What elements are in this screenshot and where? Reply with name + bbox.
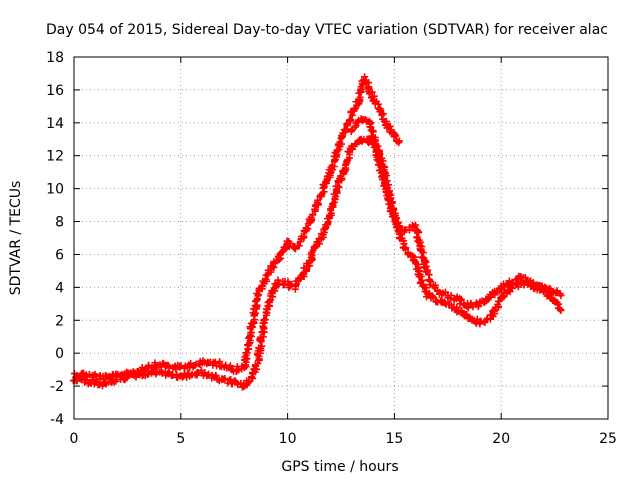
y-tick-label: -4: [50, 412, 64, 428]
data-point: [183, 373, 191, 381]
data-points: [69, 73, 565, 391]
series-track-lower: [69, 135, 565, 391]
data-point: [429, 293, 437, 301]
data-point: [169, 371, 177, 379]
x-axis-label: GPS time / hours: [281, 459, 398, 475]
y-axis-label: SDTVAR / TECUs: [8, 181, 24, 296]
y-tick-label: -2: [50, 379, 64, 395]
data-point: [463, 302, 471, 310]
data-point: [260, 316, 268, 324]
series-track-branch: [347, 115, 565, 312]
y-tick-label: 6: [55, 247, 64, 263]
data-point: [508, 284, 516, 292]
y-tick-label: 8: [55, 215, 64, 231]
tick-labels: -4 -2 0 2 4 6 8 10 12 14 16 18 0 5 10 15 20 25: [46, 50, 617, 447]
data-point: [336, 138, 344, 146]
data-point: [221, 375, 229, 383]
data-point: [143, 370, 151, 378]
data-point: [164, 361, 172, 369]
data-point: [267, 268, 275, 276]
data-point: [309, 211, 317, 219]
data-point: [265, 297, 273, 305]
x-tick-label: 0: [70, 431, 79, 447]
data-point: [314, 196, 322, 204]
y-tick-label: 4: [55, 280, 64, 296]
data-point: [458, 307, 466, 315]
data-point: [477, 317, 485, 325]
data-point: [299, 270, 307, 278]
x-tick-label: 20: [492, 431, 510, 447]
y-tick-label: 12: [46, 149, 64, 165]
data-point: [457, 297, 465, 305]
y-tick-label: 10: [46, 182, 64, 198]
y-tick-label: 16: [46, 83, 64, 99]
data-point: [172, 365, 180, 373]
y-tick-label: 14: [46, 116, 64, 132]
data-point: [253, 296, 261, 304]
data-point: [427, 278, 435, 286]
data-point: [251, 297, 259, 305]
plot-frame: [73, 56, 609, 420]
data-point: [463, 310, 471, 318]
data-point: [378, 175, 386, 183]
data-point: [405, 226, 413, 234]
data-point: [415, 229, 423, 237]
y-tick-label: 0: [55, 346, 64, 362]
data-point: [347, 116, 355, 124]
data-point: [81, 376, 89, 384]
data-point: [557, 306, 565, 314]
grid-lines: [74, 57, 608, 419]
chart-title: Day 054 of 2015, Sidereal Day-to-day VTE…: [46, 22, 608, 38]
data-point: [456, 300, 464, 308]
data-point: [275, 280, 283, 288]
data-point: [245, 377, 253, 385]
y-tick-label: 2: [55, 313, 64, 329]
x-tick-label: 5: [176, 431, 185, 447]
data-point: [383, 182, 391, 190]
data-point: [391, 218, 399, 226]
x-tick-label: 15: [385, 431, 403, 447]
y-tick-label: 18: [46, 50, 64, 66]
data-point: [302, 266, 310, 274]
data-point: [378, 111, 386, 119]
x-tick-label: 10: [279, 431, 297, 447]
data-point: [227, 375, 235, 383]
data-point: [369, 127, 377, 135]
data-point: [545, 291, 553, 299]
data-point: [487, 293, 495, 301]
data-point: [295, 242, 303, 250]
data-point: [382, 188, 390, 196]
data-point: [226, 362, 234, 370]
data-point: [418, 276, 426, 284]
data-point: [557, 292, 565, 300]
data-point: [356, 93, 364, 101]
data-point: [396, 223, 404, 231]
data-point: [254, 359, 262, 367]
data-point: [395, 139, 403, 147]
data-point: [387, 207, 395, 215]
data-point: [212, 371, 220, 379]
data-point: [279, 281, 287, 289]
data-point: [371, 136, 379, 144]
data-point: [383, 124, 391, 132]
data-point: [352, 104, 360, 112]
data-point: [274, 276, 282, 284]
x-tick-label: 25: [599, 431, 617, 447]
